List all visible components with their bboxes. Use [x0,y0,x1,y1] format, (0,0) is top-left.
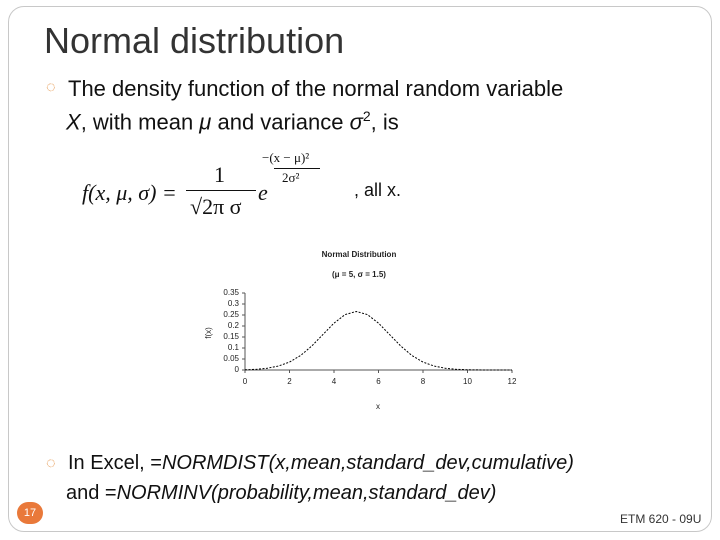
x-tick-label: 12 [508,377,517,386]
x-tick-label: 2 [287,377,292,386]
y-tick-label: 0.35 [223,288,239,297]
text: The density function of the normal rando… [68,76,564,101]
y-tick-label: 0.3 [228,299,240,308]
chart-subtitle: (μ = 5, σ = 1.5) [332,270,386,279]
y-tick-label: 0.25 [223,310,239,319]
bullet-text: The density function of the normal rando… [68,76,563,102]
formula-base: e [258,180,268,205]
slide-title: Normal distribution [44,20,345,61]
slide-frame [8,6,712,532]
y-tick-label: 0.15 [223,332,239,341]
formula-tail: , all x. [354,180,402,200]
text: and variance [211,109,350,135]
formula-numerator: 1 [214,162,225,187]
text: , is [370,109,399,135]
bullet-text: X, with mean μ and variance σ2, is [66,108,399,135]
y-tick-label: 0.1 [228,343,240,352]
y-axis-label: f(x) [204,327,213,339]
chart-bg [197,243,552,425]
y-tick-label: 0 [235,365,240,374]
bullet-icon: ◌ [46,79,56,96]
x-tick-label: 8 [421,377,426,386]
text: σ [349,109,363,135]
x-axis-label: x [376,402,380,411]
text: μ [199,109,212,135]
formula-exp-num: −(x − μ)² [262,150,310,165]
fraction-bar [274,168,320,169]
fraction-bar [186,190,256,191]
chart-title: Normal Distribution [322,250,397,259]
bullet-icon: ◌ [46,455,56,472]
formula-denominator: √2π σ [190,194,242,219]
x-tick-label: 6 [376,377,381,386]
x-tick-label: 10 [463,377,472,386]
text: In Excel, = [68,452,162,474]
y-tick-label: 0.2 [228,321,240,330]
bullet-text: and =NORMINV(probability,mean,standard_d… [66,482,496,505]
formula-exp-den: 2σ² [282,170,300,185]
y-tick-label: 0.05 [223,354,239,363]
text: NORMDIST(x,mean,standard_dev,cumulative) [161,452,574,474]
formula-lhs: f(x, μ, σ) = [82,180,177,205]
page-number: 17 [17,502,43,524]
text: NORMINV(probability,mean,standard_dev) [116,482,497,504]
text: , with mean [80,109,200,135]
x-tick-label: 0 [243,377,248,386]
text: X [66,109,81,135]
text: and = [66,482,117,504]
text: 2 [362,108,371,124]
footer: ETM 620 - 09U [620,512,702,526]
x-tick-label: 4 [332,377,337,386]
bullet-text: In Excel, =NORMDIST(x,mean,standard_dev,… [68,452,574,475]
chart: Normal Distribution (μ = 5, σ = 1.5) x f… [197,243,552,425]
